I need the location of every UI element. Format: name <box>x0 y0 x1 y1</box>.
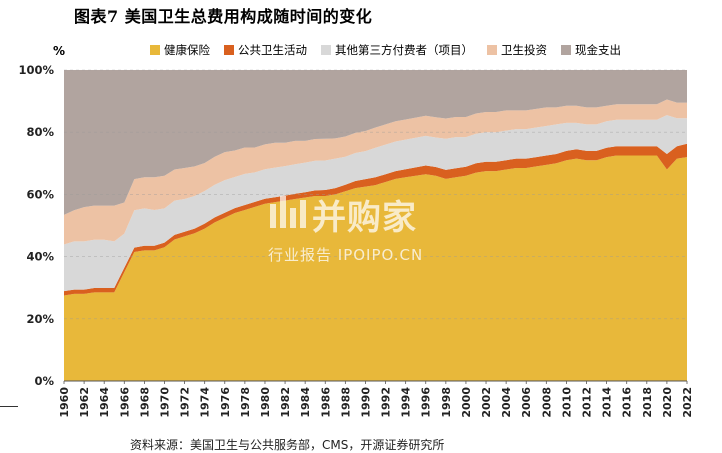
x-tick-label: 2016 <box>621 387 634 418</box>
y-tick-label: 60% <box>26 187 54 201</box>
source-note: 资料来源：美国卫生与公共服务部，CMS，开源证券研究所 <box>130 438 445 452</box>
x-tick-label: 2018 <box>641 387 654 418</box>
x-tick-label: 1968 <box>138 387 151 418</box>
x-tick-label: 1974 <box>199 387 212 418</box>
x-tick-label: 1986 <box>319 387 332 418</box>
legend-item-health-investment: 卫生投资 <box>487 42 547 58</box>
x-tick-label: 1966 <box>118 387 131 418</box>
x-tick-label: 1990 <box>359 387 372 418</box>
x-tick-label: 1978 <box>239 387 252 418</box>
legend-swatch-out-of-pocket <box>561 45 571 55</box>
chart-legend: 健康保险 公共卫生活动 其他第三方付费者（项目） 卫生投资 现金支出 <box>150 42 621 58</box>
figure-title: 图表7 美国卫生总费用构成随时间的变化 <box>74 7 373 26</box>
y-tick-label: 0% <box>34 374 54 388</box>
x-tick-label: 1976 <box>219 387 232 418</box>
x-tick-label: 1970 <box>158 387 171 418</box>
x-tick-label: 2008 <box>540 387 553 418</box>
area-series-2 <box>64 115 687 292</box>
y-tick-label: 40% <box>26 250 54 264</box>
x-tick-label: 1998 <box>440 387 453 418</box>
x-tick-label: 2012 <box>581 387 594 418</box>
legend-label-health-insurance: 健康保险 <box>164 43 210 57</box>
x-tick-label: 1994 <box>400 387 413 418</box>
legend-swatch-public-health <box>224 45 234 55</box>
x-tick-label: 2004 <box>500 387 513 418</box>
watermark-logo <box>270 196 306 228</box>
left-rule <box>0 406 18 407</box>
x-tick-label: 2006 <box>520 387 533 418</box>
watermark-subtext: 行业报告 IPOIPO.CN <box>268 246 424 264</box>
x-tick-label: 2014 <box>601 387 614 418</box>
x-tick-label: 2010 <box>560 387 573 418</box>
legend-label-out-of-pocket: 现金支出 <box>575 43 621 57</box>
x-tick-label: 2020 <box>661 387 674 418</box>
area-series-0 <box>64 155 687 381</box>
x-tick-label: 2022 <box>681 387 694 418</box>
x-tick-label: 1960 <box>58 387 71 418</box>
watermark-text: 并购家 <box>312 198 417 238</box>
x-tick-label: 1962 <box>78 387 91 418</box>
x-tick-label: 1972 <box>179 387 192 418</box>
x-tick-label: 1964 <box>98 387 111 418</box>
legend-item-other-third-party: 其他第三方付费者（项目） <box>321 42 473 58</box>
legend-item-health-insurance: 健康保险 <box>150 42 210 58</box>
legend-swatch-health-insurance <box>150 45 160 55</box>
area-series-4 <box>64 70 687 215</box>
legend-item-out-of-pocket: 现金支出 <box>561 42 621 58</box>
x-tick-label: 1984 <box>299 387 312 418</box>
y-tick-label: 20% <box>26 312 54 326</box>
legend-swatch-health-investment <box>487 45 497 55</box>
x-tick-label: 2000 <box>460 387 473 418</box>
x-tick-label: 1992 <box>380 387 393 418</box>
legend-label-public-health: 公共卫生活动 <box>238 43 307 57</box>
y-tick-label: 80% <box>26 125 54 139</box>
x-tick-label: 2002 <box>480 387 493 418</box>
x-tick-label: 1996 <box>420 387 433 418</box>
y-tick-label: 100% <box>18 63 54 77</box>
legend-item-public-health: 公共卫生活动 <box>224 42 307 58</box>
legend-swatch-other-third-party <box>321 45 331 55</box>
x-tick-label: 1980 <box>259 387 272 418</box>
x-tick-label: 1982 <box>279 387 292 418</box>
legend-label-other-third-party: 其他第三方付费者（项目） <box>335 43 473 57</box>
area-series-3 <box>64 99 687 245</box>
x-tick-label: 1988 <box>339 387 352 418</box>
y-axis-unit: % <box>53 44 66 58</box>
legend-label-health-investment: 卫生投资 <box>501 43 547 57</box>
